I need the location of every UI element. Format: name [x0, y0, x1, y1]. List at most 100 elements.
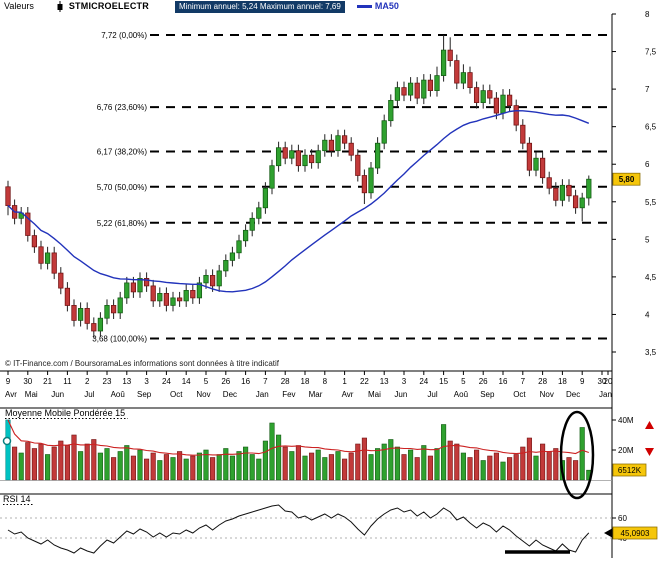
date-axis-day-label: 21 — [43, 377, 52, 386]
candle-body — [533, 157, 539, 171]
date-axis-month-label: Dec — [223, 390, 237, 399]
volume-bar — [262, 440, 268, 481]
date-axis-day-label: 7 — [521, 377, 526, 386]
volume-bar — [513, 454, 519, 481]
pane-resize-up-arrow[interactable] — [645, 421, 654, 429]
candle-body — [460, 72, 467, 84]
date-axis-month-label: Sep — [480, 390, 495, 399]
candle-body — [381, 120, 387, 144]
candle-body — [295, 150, 302, 167]
date-axis-day-label: 7 — [263, 377, 268, 386]
date-axis-month-label: Dec — [566, 390, 580, 399]
candle-body — [322, 139, 328, 152]
date-axis-day-label: 5 — [461, 377, 466, 386]
price-axis-label: 4,5 — [645, 273, 657, 282]
rsi-indicator-label[interactable]: RSI 14 — [3, 494, 31, 504]
date-axis-day-label: 13 — [380, 377, 389, 386]
date-axis-month-label: Aoû — [454, 390, 468, 399]
date-axis-month-label: Mar — [309, 390, 323, 399]
candle-body — [361, 175, 368, 194]
price-pane[interactable]: 7,72 (0,00%) 6,76 (23,60%) 6,17 (38,20%) 5,… — [5, 14, 612, 371]
candle-body — [526, 142, 533, 171]
last-price-badge-text: 5,80 — [619, 175, 635, 184]
indicator-drag-handle[interactable] — [2, 436, 12, 446]
volume-pane[interactable]: Moyenne Mobile Pondérée 15 40M 20M 6512K — [0, 407, 654, 481]
fib-level-label: 6,17 (38,20%) — [97, 147, 148, 156]
volume-bar — [236, 451, 242, 481]
volume-bar — [295, 445, 301, 481]
volume-bar — [130, 455, 136, 481]
volume-bar — [328, 454, 334, 481]
price-axis-label: 7,5 — [645, 48, 657, 57]
volume-bar — [203, 449, 209, 481]
candle-body — [520, 124, 526, 144]
candle-body — [401, 87, 407, 96]
volume-bar — [216, 454, 222, 481]
volume-bar — [163, 454, 169, 481]
volume-bar — [520, 446, 526, 481]
volume-bar — [276, 434, 282, 481]
candle-body — [394, 87, 401, 101]
date-axis-day-label: 9 — [6, 377, 11, 386]
candle-body — [282, 147, 288, 159]
date-axis-day-label: 16 — [241, 377, 250, 386]
candle-body — [447, 49, 453, 61]
candle-body — [229, 252, 236, 261]
candle-body — [513, 105, 519, 126]
candle-body — [137, 278, 143, 293]
volume-bar — [302, 455, 308, 481]
annotation-ellipse[interactable] — [559, 410, 595, 500]
ma50-legend-line — [356, 5, 372, 8]
volume-badge — [612, 463, 647, 477]
volume-bar — [467, 457, 473, 481]
price-axis-label: 8 — [645, 10, 650, 19]
volume-bar — [243, 446, 249, 481]
date-axis-month-label: Avr — [342, 390, 354, 399]
fib-level-label: 5,22 (61,80%) — [97, 219, 148, 228]
volume-bar — [500, 461, 506, 481]
volume-bar — [111, 457, 117, 481]
volume-bar — [361, 437, 367, 481]
date-axis-month-label: Jul — [427, 390, 437, 399]
candle-body — [388, 100, 394, 122]
date-axis-day-label: 3 — [402, 377, 407, 386]
candle-body — [77, 308, 84, 321]
rsi-axis-label: 60 — [618, 514, 627, 523]
date-axis-month-label: Jan — [256, 390, 269, 399]
candle-body — [256, 207, 262, 219]
date-axis-day-label: 5 — [204, 377, 209, 386]
volume-indicator-label[interactable]: Moyenne Mobile Pondérée 15 — [5, 408, 125, 418]
volume-bar — [342, 458, 348, 481]
chart-header: Valeurs STMICROELECTR Minimum annuel: 5,… — [0, 0, 660, 13]
candle-body — [335, 135, 341, 152]
volume-bar — [381, 443, 387, 481]
date-axis-day-label: 16 — [499, 377, 508, 386]
price-chart-area[interactable] — [5, 14, 612, 371]
volume-bar — [388, 439, 394, 481]
date-axis-month-label: Avr — [5, 390, 17, 399]
last-price-badge — [612, 172, 641, 186]
volume-bar — [421, 445, 427, 481]
volume-bar — [487, 455, 493, 481]
pane-resize-down-arrow[interactable] — [645, 448, 654, 456]
candle-body — [84, 308, 90, 324]
volume-axis-label: 20M — [618, 446, 634, 455]
date-axis-day-label: 28 — [281, 377, 290, 386]
candlestick-icon — [56, 1, 64, 12]
rsi-badge-pointer — [604, 528, 613, 538]
candle-body — [223, 260, 229, 272]
volume-bar — [322, 457, 328, 481]
date-axis-day-label: 28 — [538, 377, 547, 386]
volume-bar — [546, 451, 552, 481]
candle-body — [553, 187, 559, 201]
volume-bar — [540, 443, 546, 481]
volume-badge-text: 6512K — [618, 466, 642, 475]
candle-body — [31, 235, 38, 248]
volume-bar — [229, 455, 235, 481]
volume-bar — [394, 446, 400, 481]
candle-body — [104, 305, 110, 319]
candle-body — [289, 150, 295, 159]
candle-body — [150, 285, 156, 302]
